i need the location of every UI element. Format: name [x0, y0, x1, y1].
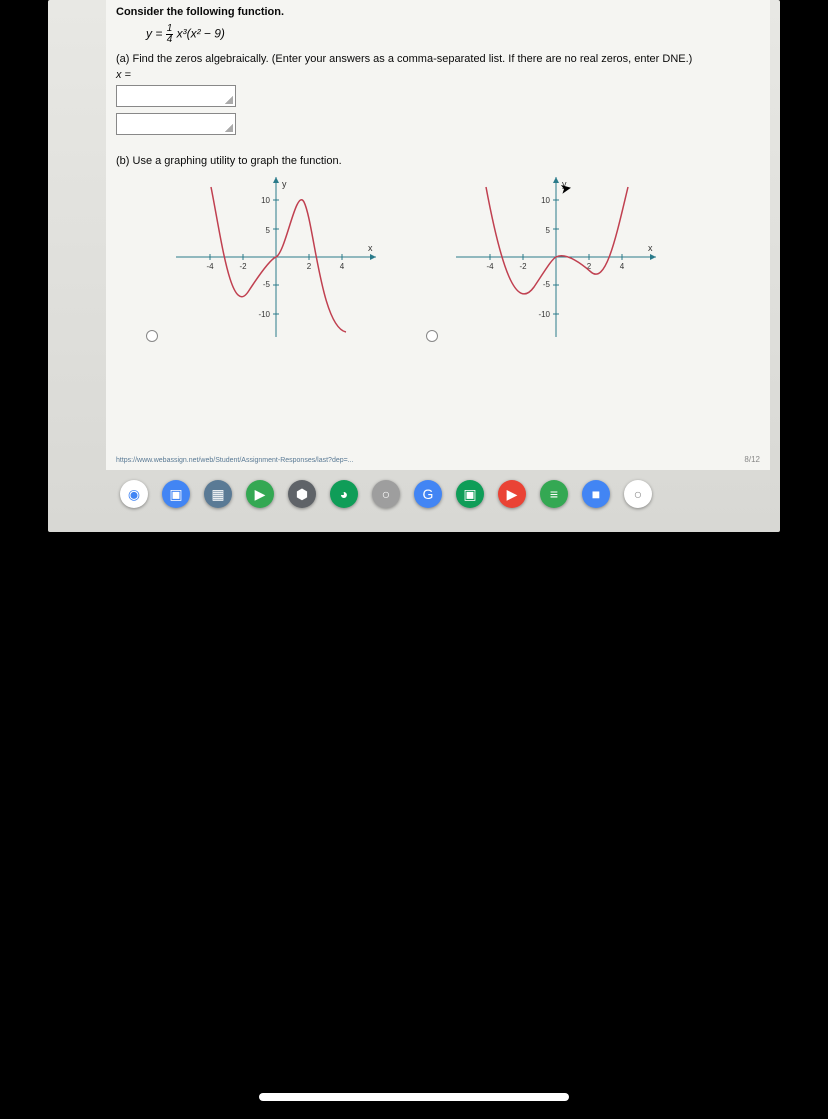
home-indicator[interactable] — [259, 1093, 569, 1101]
dock-chrome-icon[interactable]: ◉ — [120, 480, 148, 508]
eq-fraction: 1 4 — [166, 24, 174, 45]
svg-text:4: 4 — [340, 262, 345, 271]
graph-option-2: x y -4 -2 2 4 10 5 -5 -10 — [456, 177, 656, 337]
dock-app8-icon[interactable]: ▶ — [498, 480, 526, 508]
dock-app7-icon[interactable]: ▣ — [456, 480, 484, 508]
svg-text:5: 5 — [546, 226, 551, 235]
part-a-label: (a) Find the zeros algebraically. (Enter… — [116, 53, 760, 65]
dock-app9-icon[interactable]: ≡ — [540, 480, 568, 508]
svg-text:10: 10 — [261, 196, 270, 205]
dock-app11-icon[interactable]: ○ — [624, 480, 652, 508]
svg-text:-10: -10 — [538, 310, 550, 319]
svg-text:-4: -4 — [486, 262, 494, 271]
svg-text:-4: -4 — [206, 262, 214, 271]
equation: y = 1 4 x³(x² − 9) — [146, 24, 760, 45]
dock-app10-icon[interactable]: ■ — [582, 480, 610, 508]
part-b-label: (b) Use a graphing utility to graph the … — [116, 155, 760, 167]
dock-app4-icon[interactable]: ◕ — [330, 480, 358, 508]
graph-1-svg: x y -4 -2 2 4 10 5 -5 -10 — [176, 177, 376, 337]
eq-rhs: x³(x² − 9) — [177, 27, 225, 41]
dock-files-icon[interactable]: ▣ — [162, 480, 190, 508]
graph-radio-2[interactable] — [426, 330, 438, 342]
dock-app3-icon[interactable]: ⬢ — [288, 480, 316, 508]
page-counter: 8/12 — [744, 455, 760, 464]
answer-input-2[interactable] — [116, 113, 236, 135]
svg-text:x: x — [648, 243, 653, 253]
svg-text:-2: -2 — [239, 262, 247, 271]
answer-input-1[interactable] — [116, 85, 236, 107]
svg-text:4: 4 — [620, 262, 625, 271]
svg-text:-5: -5 — [543, 280, 551, 289]
svg-text:-5: -5 — [263, 280, 271, 289]
dock-app1-icon[interactable]: ▦ — [204, 480, 232, 508]
eq-frac-den: 4 — [166, 35, 174, 45]
dock-app6-icon[interactable]: G — [414, 480, 442, 508]
graph-options: x y -4 -2 2 4 10 5 -5 -10 — [176, 177, 760, 337]
svg-text:-10: -10 — [258, 310, 270, 319]
problem-header: Consider the following function. — [116, 6, 760, 18]
eq-lhs: y = — [146, 27, 162, 41]
footer-url: https://www.webassign.net/web/Student/As… — [116, 457, 354, 464]
webpage-content: Consider the following function. y = 1 4… — [106, 0, 770, 470]
graph-option-1: x y -4 -2 2 4 10 5 -5 -10 — [176, 177, 376, 337]
graph-2-svg: x y -4 -2 2 4 10 5 -5 -10 — [456, 177, 656, 337]
dock-app5-icon[interactable]: ○ — [372, 480, 400, 508]
svg-text:y: y — [282, 179, 287, 189]
svg-text:2: 2 — [307, 262, 312, 271]
svg-text:x: x — [368, 243, 373, 253]
taskbar: ◉ ▣ ▦ ▶ ⬢ ◕ ○ G ▣ ▶ ≡ ■ ○ — [120, 480, 652, 508]
svg-text:5: 5 — [266, 226, 271, 235]
laptop-screen: Consider the following function. y = 1 4… — [48, 0, 780, 532]
dock-app2-icon[interactable]: ▶ — [246, 480, 274, 508]
graph-radio-1[interactable] — [146, 330, 158, 342]
cursor-icon: ➤ — [559, 179, 574, 198]
svg-text:-2: -2 — [519, 262, 527, 271]
svg-text:10: 10 — [541, 196, 550, 205]
x-equals-label: x = — [116, 69, 760, 81]
